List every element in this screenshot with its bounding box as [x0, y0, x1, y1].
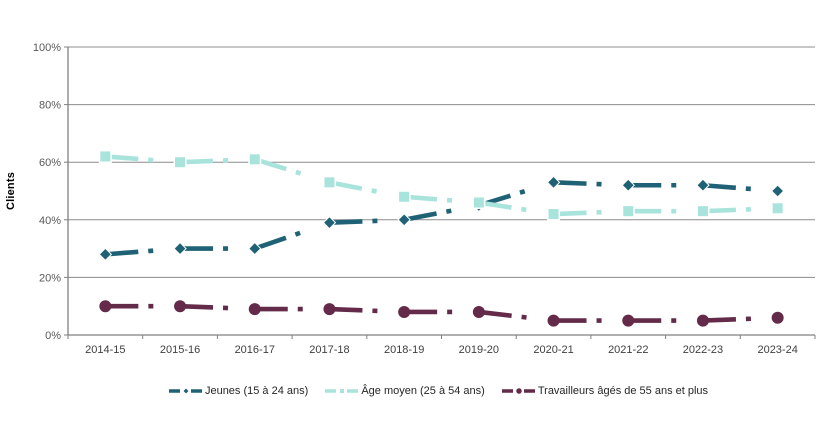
chart-legend: Jeunes (15 à 24 ans) Âge moyen (25 à 54 a…	[18, 385, 840, 397]
series-marker	[397, 213, 411, 227]
series-line	[179, 157, 255, 165]
series-marker	[771, 311, 784, 324]
y-tick-label: 100%	[33, 42, 61, 54]
series-marker	[622, 314, 635, 327]
series-marker	[174, 300, 187, 313]
series-marker	[696, 178, 710, 192]
series-line	[702, 315, 778, 323]
series-line	[553, 208, 629, 217]
series-marker	[99, 300, 112, 313]
y-axis-title: Clients	[5, 171, 17, 211]
legend-label: Travailleurs âgés de 55 ans et plus	[537, 385, 709, 397]
series-marker	[248, 152, 262, 166]
series-2	[99, 300, 784, 327]
series-marker	[472, 196, 486, 210]
series-marker	[248, 241, 262, 256]
x-tick-label: 2016-17	[235, 344, 275, 356]
series-marker	[173, 155, 187, 169]
legend-item-0: Jeunes (15 à 24 ans)	[168, 385, 308, 397]
series-marker	[696, 204, 710, 218]
legend-key-icon	[501, 388, 536, 394]
series-marker	[248, 303, 261, 316]
series-marker	[472, 305, 485, 318]
x-tick-label: 2015-16	[160, 344, 200, 356]
y-tick-label: 60%	[39, 157, 61, 169]
series-line	[702, 205, 778, 214]
series-marker	[322, 215, 337, 230]
legend-key-marker	[338, 387, 346, 395]
y-tick-label: 0%	[45, 330, 61, 342]
series-marker	[621, 204, 635, 218]
legend-key-icon	[325, 387, 360, 395]
series-marker	[771, 201, 785, 215]
series-marker	[322, 175, 336, 189]
y-tick-label: 20%	[39, 272, 61, 284]
series-marker	[173, 241, 187, 256]
series-line	[478, 180, 555, 208]
series-line	[478, 309, 554, 323]
series-marker	[770, 184, 785, 198]
legend-key-marker	[516, 388, 522, 394]
series-1	[98, 149, 785, 221]
series-marker	[547, 207, 561, 221]
series-marker	[397, 190, 411, 204]
y-tick-label: 40%	[39, 215, 61, 227]
series-line	[254, 157, 331, 185]
series-line	[179, 303, 255, 312]
series-line	[702, 182, 778, 194]
legend-key-icon	[168, 387, 203, 395]
series-line	[403, 194, 480, 205]
series-marker	[547, 314, 560, 327]
series-line	[105, 246, 181, 257]
x-tick-label: 2014-15	[85, 344, 125, 356]
legend-item-2: Travailleurs âgés de 55 ans et plus	[501, 385, 708, 397]
x-tick-label: 2021-22	[608, 344, 648, 356]
series-line	[253, 220, 331, 251]
legend-label: Âge moyen (25 à 54 ans)	[361, 385, 485, 397]
series-marker	[98, 247, 113, 262]
legend-key-marker	[182, 387, 190, 395]
series-line	[478, 200, 554, 217]
x-tick-label: 2019-20	[459, 344, 499, 356]
series-line	[329, 180, 405, 200]
x-tick-label: 2018-19	[384, 344, 424, 356]
series-marker	[546, 175, 561, 190]
x-tick-label: 2023-24	[757, 344, 797, 356]
x-tick-label: 2022-23	[683, 344, 723, 356]
series-line	[329, 217, 405, 225]
series-marker	[398, 305, 411, 318]
series-marker	[323, 303, 336, 316]
series-marker	[696, 314, 709, 327]
series-line	[105, 154, 181, 165]
series-0	[98, 175, 785, 262]
legend-item-1: Âge moyen (25 à 54 ans)	[324, 385, 485, 397]
series-line	[553, 180, 629, 188]
series-line	[403, 203, 480, 223]
legend-label: Jeunes (15 à 24 ans)	[204, 385, 309, 397]
x-tick-label: 2020-21	[533, 344, 573, 356]
y-tick-label: 80%	[39, 100, 61, 112]
x-tick-label: 2017-18	[309, 344, 349, 356]
series-marker	[621, 178, 635, 192]
series-line	[329, 306, 405, 315]
series-marker	[98, 149, 112, 163]
